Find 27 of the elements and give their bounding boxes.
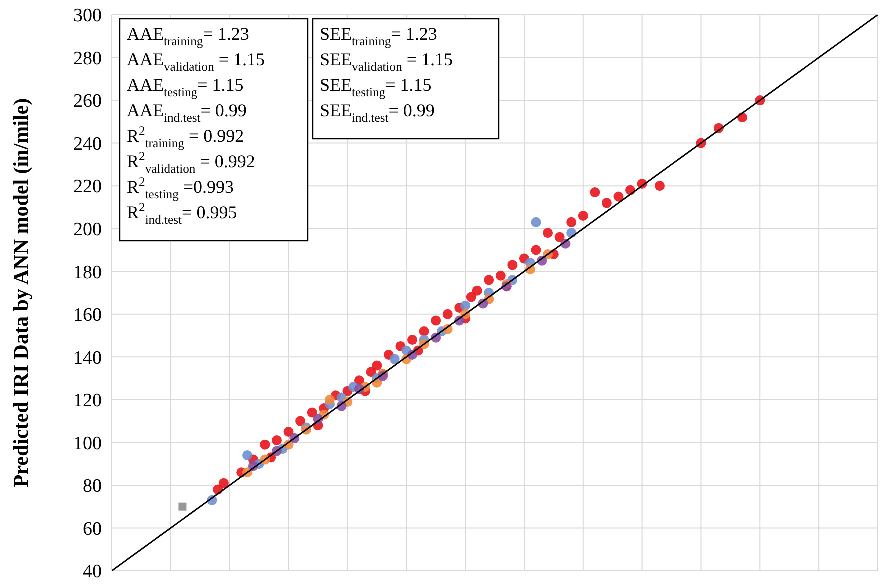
y-tick-label: 180: [74, 262, 102, 284]
y-tick-label: 280: [74, 48, 102, 70]
y-tick-label: 40: [83, 562, 102, 583]
annotation: AAE$_{testing}$= 1.15: [127, 75, 244, 100]
y-tick-label: 80: [83, 476, 102, 498]
y-tick-label: 120: [74, 390, 102, 412]
annotation: SEE$_{validation}$ = 1.15: [320, 50, 454, 74]
annotation: R$^{2}$$_{training}$ = 0.992: [127, 124, 244, 150]
y-tick-label: 140: [74, 348, 102, 369]
y-tick-label: 240: [74, 134, 102, 155]
annotation: R$^{2}$$_{validation}$ = 0.992: [127, 149, 256, 176]
annotation: AAE$_{validation}$ = 1.15: [127, 50, 266, 74]
y-axis-title: Predicted IRI Data by ANN model (in/mile): [9, 98, 33, 488]
y-tick-label: 300: [74, 6, 102, 27]
y-tick-label: 60: [83, 518, 102, 540]
annotation: AAE$_{ind.test}$= 0.99: [127, 100, 247, 125]
annotation: R$^{2}$$_{testing}$ =0.993: [127, 174, 234, 202]
annotation: SEE$_{training}$= 1.23: [320, 24, 438, 48]
annotation: SEE$_{testing}$= 1.15: [320, 75, 432, 100]
y-tick-label: 220: [74, 176, 102, 198]
y-tick-label: 260: [74, 91, 102, 112]
y-tick-label: 100: [74, 433, 102, 454]
y-tick-label: 160: [74, 305, 102, 326]
annotation: AAE$_{training}$= 1.23: [127, 24, 250, 48]
y-tick-label: 200: [74, 219, 102, 240]
annotation: R$^{2}$$_{ind.test}$= 0.995: [127, 200, 238, 227]
annotation: SEE$_{ind.test}$= 0.99: [320, 100, 435, 125]
